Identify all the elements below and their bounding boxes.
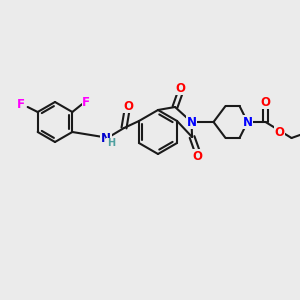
Text: H: H xyxy=(107,138,115,148)
Text: N: N xyxy=(187,116,196,128)
Text: O: O xyxy=(260,95,271,109)
Text: N: N xyxy=(101,131,111,145)
Text: F: F xyxy=(17,98,25,112)
Text: O: O xyxy=(175,82,185,94)
Text: F: F xyxy=(82,95,90,109)
Text: O: O xyxy=(192,149,202,163)
Text: O: O xyxy=(274,127,284,140)
Text: O: O xyxy=(123,100,133,112)
Text: N: N xyxy=(242,116,253,128)
